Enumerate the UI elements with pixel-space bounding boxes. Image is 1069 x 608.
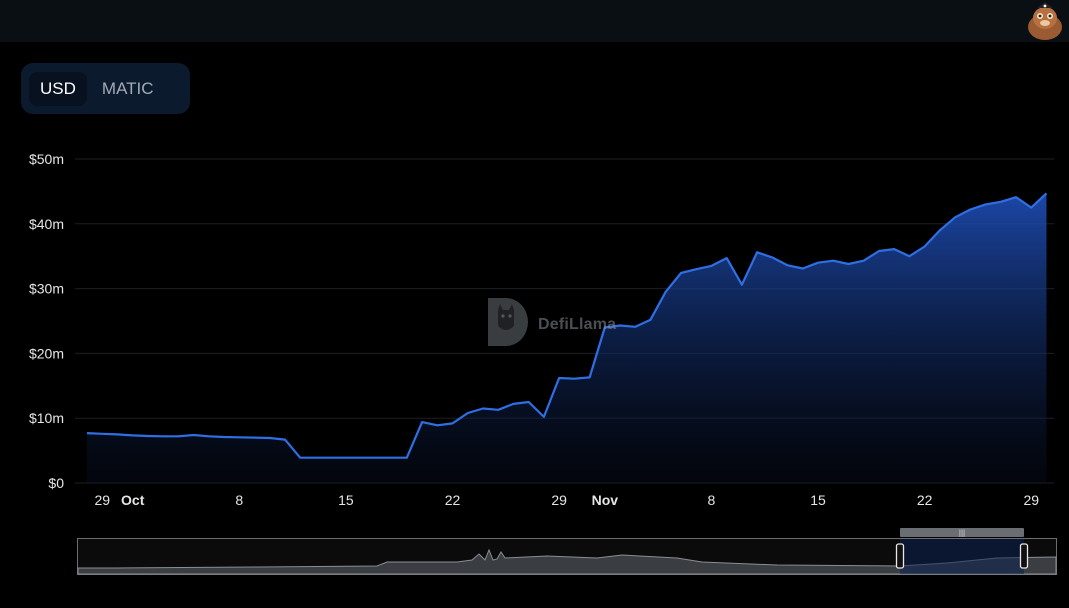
currency-option-usd[interactable]: USD — [29, 71, 87, 106]
currency-toggle: USD MATIC — [21, 63, 190, 114]
tvl-chart: $0 $10m $20m $30m $40m $50m 29 Oct 8 15 22 29 Nov 8 15… — [0, 140, 1069, 520]
x-tick-label: Nov — [592, 492, 619, 508]
llama-mascot-icon[interactable] — [1025, 2, 1065, 42]
currency-option-matic[interactable]: MATIC — [101, 78, 154, 98]
x-tick-label: 22 — [917, 492, 933, 508]
brush-selection[interactable] — [900, 539, 1024, 574]
brush-drag-grip-icon: ||| — [959, 529, 965, 538]
x-tick-label: 15 — [338, 492, 354, 508]
range-brush-svg: ||| — [77, 528, 1057, 575]
x-tick-label: 29 — [94, 492, 110, 508]
range-brush[interactable]: ||| — [77, 528, 1057, 576]
x-tick-label: Oct — [121, 492, 145, 508]
x-tick-label: 15 — [810, 492, 826, 508]
tvl-chart-svg: $0 $10m $20m $30m $40m $50m 29 Oct 8 15 22 29 Nov 8 15… — [29, 151, 1054, 508]
brush-drag-bar[interactable] — [900, 528, 1024, 537]
y-tick-label: $0 — [48, 475, 64, 491]
y-tick-label: $10m — [29, 410, 64, 426]
y-tick-label: $40m — [29, 216, 64, 232]
series-line — [86, 192, 1048, 459]
series-area — [87, 193, 1047, 484]
x-tick-label: 29 — [1023, 492, 1039, 508]
y-tick-label: $30m — [29, 281, 64, 297]
x-tick-label: 8 — [235, 492, 243, 508]
y-tick-label: $20m — [29, 345, 64, 361]
y-tick-label: $50m — [29, 151, 64, 167]
x-tick-label: 22 — [445, 492, 461, 508]
x-tick-label: 8 — [708, 492, 716, 508]
brush-handle-left[interactable] — [895, 543, 905, 569]
brush-handle-right[interactable] — [1019, 543, 1029, 569]
top-bar — [0, 0, 1069, 42]
x-tick-label: 29 — [551, 492, 567, 508]
